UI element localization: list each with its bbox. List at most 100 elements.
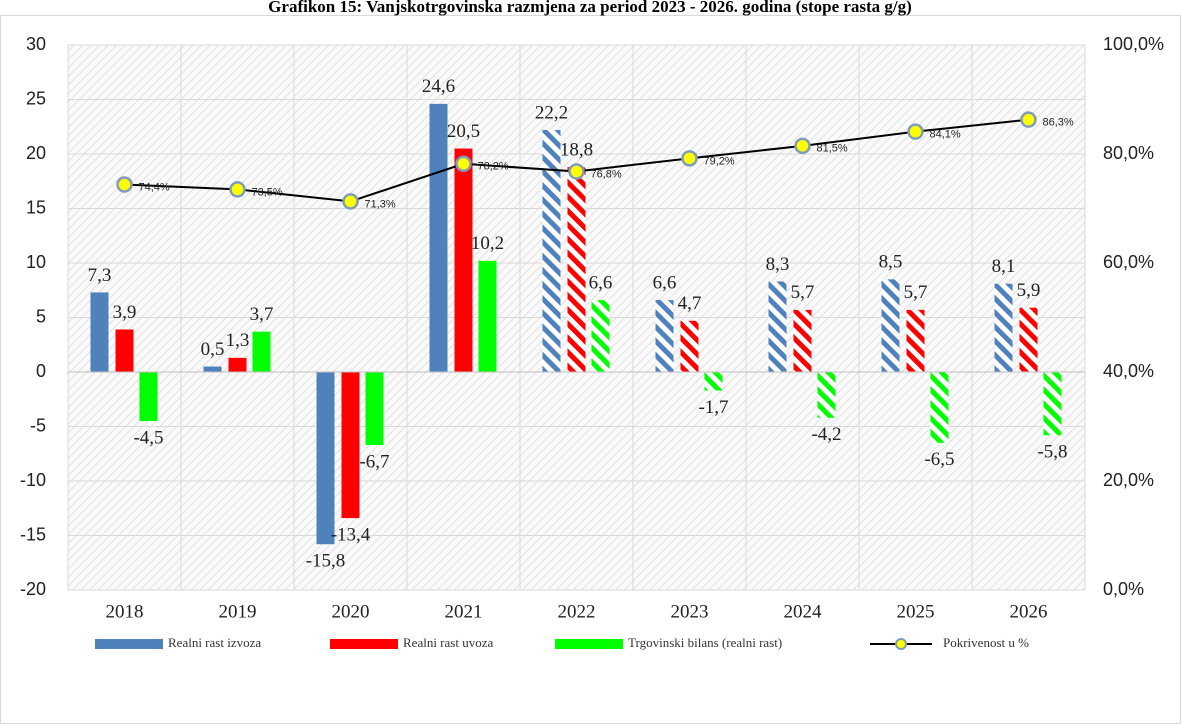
bar [252,331,271,372]
data-label: 8,1 [992,256,1016,277]
bar [591,300,610,372]
data-label: 6,6 [653,272,677,293]
bar [365,372,384,446]
bar [478,260,497,372]
line-marker [907,123,924,140]
line-marker [568,163,585,180]
y-tick-label: 15 [26,197,46,217]
y2-tick-label: 20,0% [1103,470,1154,490]
line-label: 73,5% [252,186,283,198]
bar [655,300,674,372]
x-tick-label: 2022 [558,601,596,622]
y-tick-label: -15 [20,524,46,544]
bar [817,372,836,418]
x-tick-label: 2026 [1010,601,1048,622]
line-label: 76,8% [591,168,622,180]
bar [768,281,787,372]
y-tick-label: 5 [36,306,46,326]
x-tick-label: 2019 [219,601,257,622]
bar [906,309,925,372]
data-label: 5,7 [904,282,928,303]
bar [542,130,561,372]
data-label: 7,3 [88,265,112,286]
bar [930,372,949,443]
data-label: 4,7 [678,293,702,314]
bar [1019,307,1038,372]
data-label: 5,9 [1017,280,1041,301]
data-label: -13,4 [331,524,371,545]
data-label: 1,3 [226,330,250,351]
y2-tick-label: 100,0% [1103,34,1164,54]
y2-tick-label: 60,0% [1103,252,1154,272]
y-tick-label: 20 [26,143,46,163]
data-label: -4,5 [133,427,163,448]
bar [341,372,360,519]
line-label: 71,3% [365,198,396,210]
line-marker [794,137,811,155]
bar [454,148,473,372]
chart-title: Grafikon 15: Vanjskotrgovinska razmjena … [268,0,912,16]
bar [90,292,109,372]
x-tick-label: 2020 [332,601,370,622]
legend-swatch [555,639,623,649]
data-label: 5,7 [791,282,815,303]
y2-tick-label: 80,0% [1103,143,1154,163]
legend-label: Pokrivenost u % [943,635,1029,650]
bar [203,366,222,372]
data-label: -4,2 [811,424,841,445]
y-tick-label: -10 [20,470,46,490]
data-label: 8,5 [879,252,903,273]
data-label: 6,6 [589,272,613,293]
bar [316,372,335,545]
y-tick-label: 25 [26,88,46,108]
data-label: -6,5 [924,449,954,470]
data-label: -6,7 [359,451,389,472]
x-tick-label: 2025 [897,601,935,622]
legend-marker [895,638,907,650]
x-tick-label: 2021 [445,601,483,622]
x-tick-label: 2018 [106,601,144,622]
legend-label: Realni rast uvoza [403,635,493,650]
data-label: 24,6 [422,76,455,97]
legend-swatch [95,639,163,649]
line-label: 74,4% [139,181,170,193]
data-label: -1,7 [698,397,728,418]
line-marker [455,155,472,173]
y-tick-label: 30 [26,34,46,54]
y-tick-label: 0 [36,361,46,381]
data-label: 8,3 [766,254,790,275]
data-label: 20,5 [447,121,480,142]
bar [1043,372,1062,436]
line-label: 79,2% [704,155,735,167]
line-marker [681,150,698,167]
bar [793,309,812,372]
legend-label: Trgovinski bilans (realni rast) [628,635,782,650]
y2-tick-label: 0,0% [1103,579,1144,599]
bar [994,283,1013,372]
legend-swatch [330,639,398,649]
line-label: 78,2% [478,161,509,173]
data-label: -15,8 [306,551,346,572]
line-marker [229,181,246,198]
y-tick-label: -5 [30,415,46,435]
y-tick-label: 10 [26,252,46,272]
data-label: 3,7 [250,304,274,325]
data-label: -5,8 [1037,442,1067,463]
x-tick-label: 2024 [784,601,823,622]
bar [429,103,448,373]
y2-tick-label: 40,0% [1103,361,1154,381]
data-label: 3,9 [113,302,137,323]
bar [567,167,586,372]
line-marker [342,193,359,210]
data-label: 0,5 [201,339,225,360]
line-marker [1020,111,1037,128]
line-label: 84,1% [930,129,961,141]
bar [881,279,900,372]
legend-label: Realni rast izvoza [168,635,261,650]
data-label: 18,8 [560,139,593,160]
bar [115,329,134,372]
line-label: 86,3% [1043,117,1074,129]
bar [228,357,247,372]
bar [680,320,699,372]
